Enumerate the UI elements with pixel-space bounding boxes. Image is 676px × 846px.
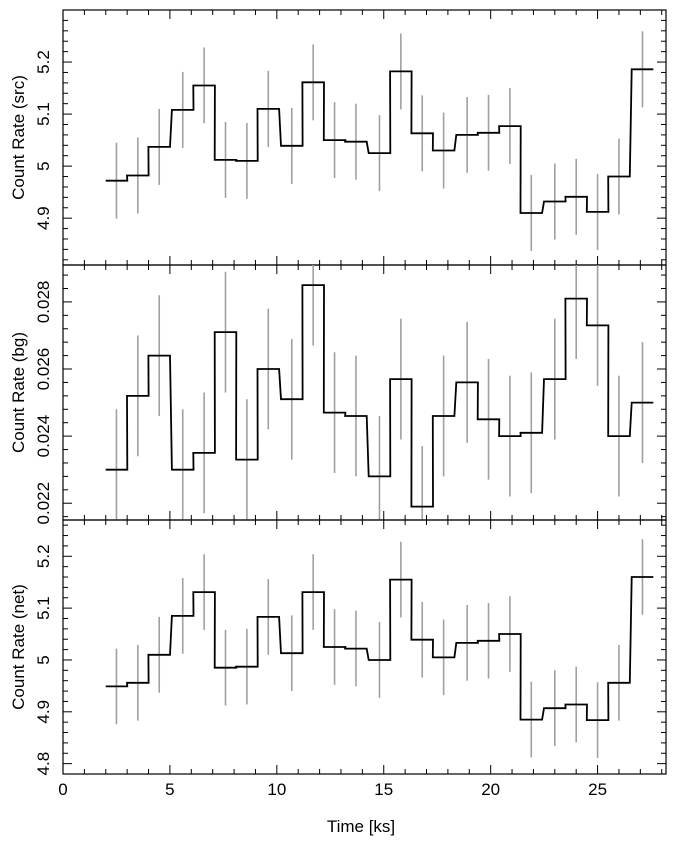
x-tick-label: 20 [481, 780, 500, 799]
y-tick-label-net: 5.1 [34, 596, 53, 620]
x-tick-label: 0 [58, 780, 67, 799]
y-tick-label-bg: 0.026 [34, 348, 53, 391]
y-tick-label-net: 5.2 [34, 544, 53, 568]
x-tick-label: 10 [267, 780, 286, 799]
x-tick-label: 5 [165, 780, 174, 799]
x-tick-label: 25 [588, 780, 607, 799]
y-tick-label-src: 5.2 [34, 50, 53, 74]
panel-net: 4.8 4.9 5 5.1 5.2 Count Rate (net) 0 5 10 15 20 25 [9, 519, 667, 799]
y-tick-label-bg: 0.022 [34, 482, 53, 525]
x-axis-label: Time [ks] [327, 817, 395, 836]
y-tick-label-bg: 0.024 [34, 415, 53, 458]
y-axis-label-bg: Count Rate (bg) [9, 332, 28, 453]
y-tick-label-net: 5 [34, 655, 53, 664]
step-line-net [105, 576, 654, 721]
error-bars-net [105, 539, 654, 758]
y-tick-label-bg: 0.028 [34, 281, 53, 324]
y-tick-label-src: 4.9 [34, 206, 53, 230]
step-line-bg [105, 284, 654, 508]
error-bars-bg [105, 265, 654, 520]
panel-frame-net [62, 519, 667, 775]
error-bars-src [105, 31, 654, 251]
y-axis-label-src: Count Rate (src) [9, 75, 28, 200]
x-tick-label: 15 [374, 780, 393, 799]
y-tick-label-net: 4.9 [34, 700, 53, 724]
panel-src: 4.9 5 5.1 5.2 Count Rate (src) [9, 9, 667, 266]
y-tick-label-src: 5.1 [34, 102, 53, 126]
y-tick-label-net: 4.8 [34, 752, 53, 776]
y-tick-label-src: 5 [34, 161, 53, 170]
panel-bg: 0.022 0.024 0.026 0.028 Count Rate (bg) [9, 264, 667, 525]
step-line-src [105, 68, 654, 214]
y-axis-label-net: Count Rate (net) [9, 584, 28, 710]
